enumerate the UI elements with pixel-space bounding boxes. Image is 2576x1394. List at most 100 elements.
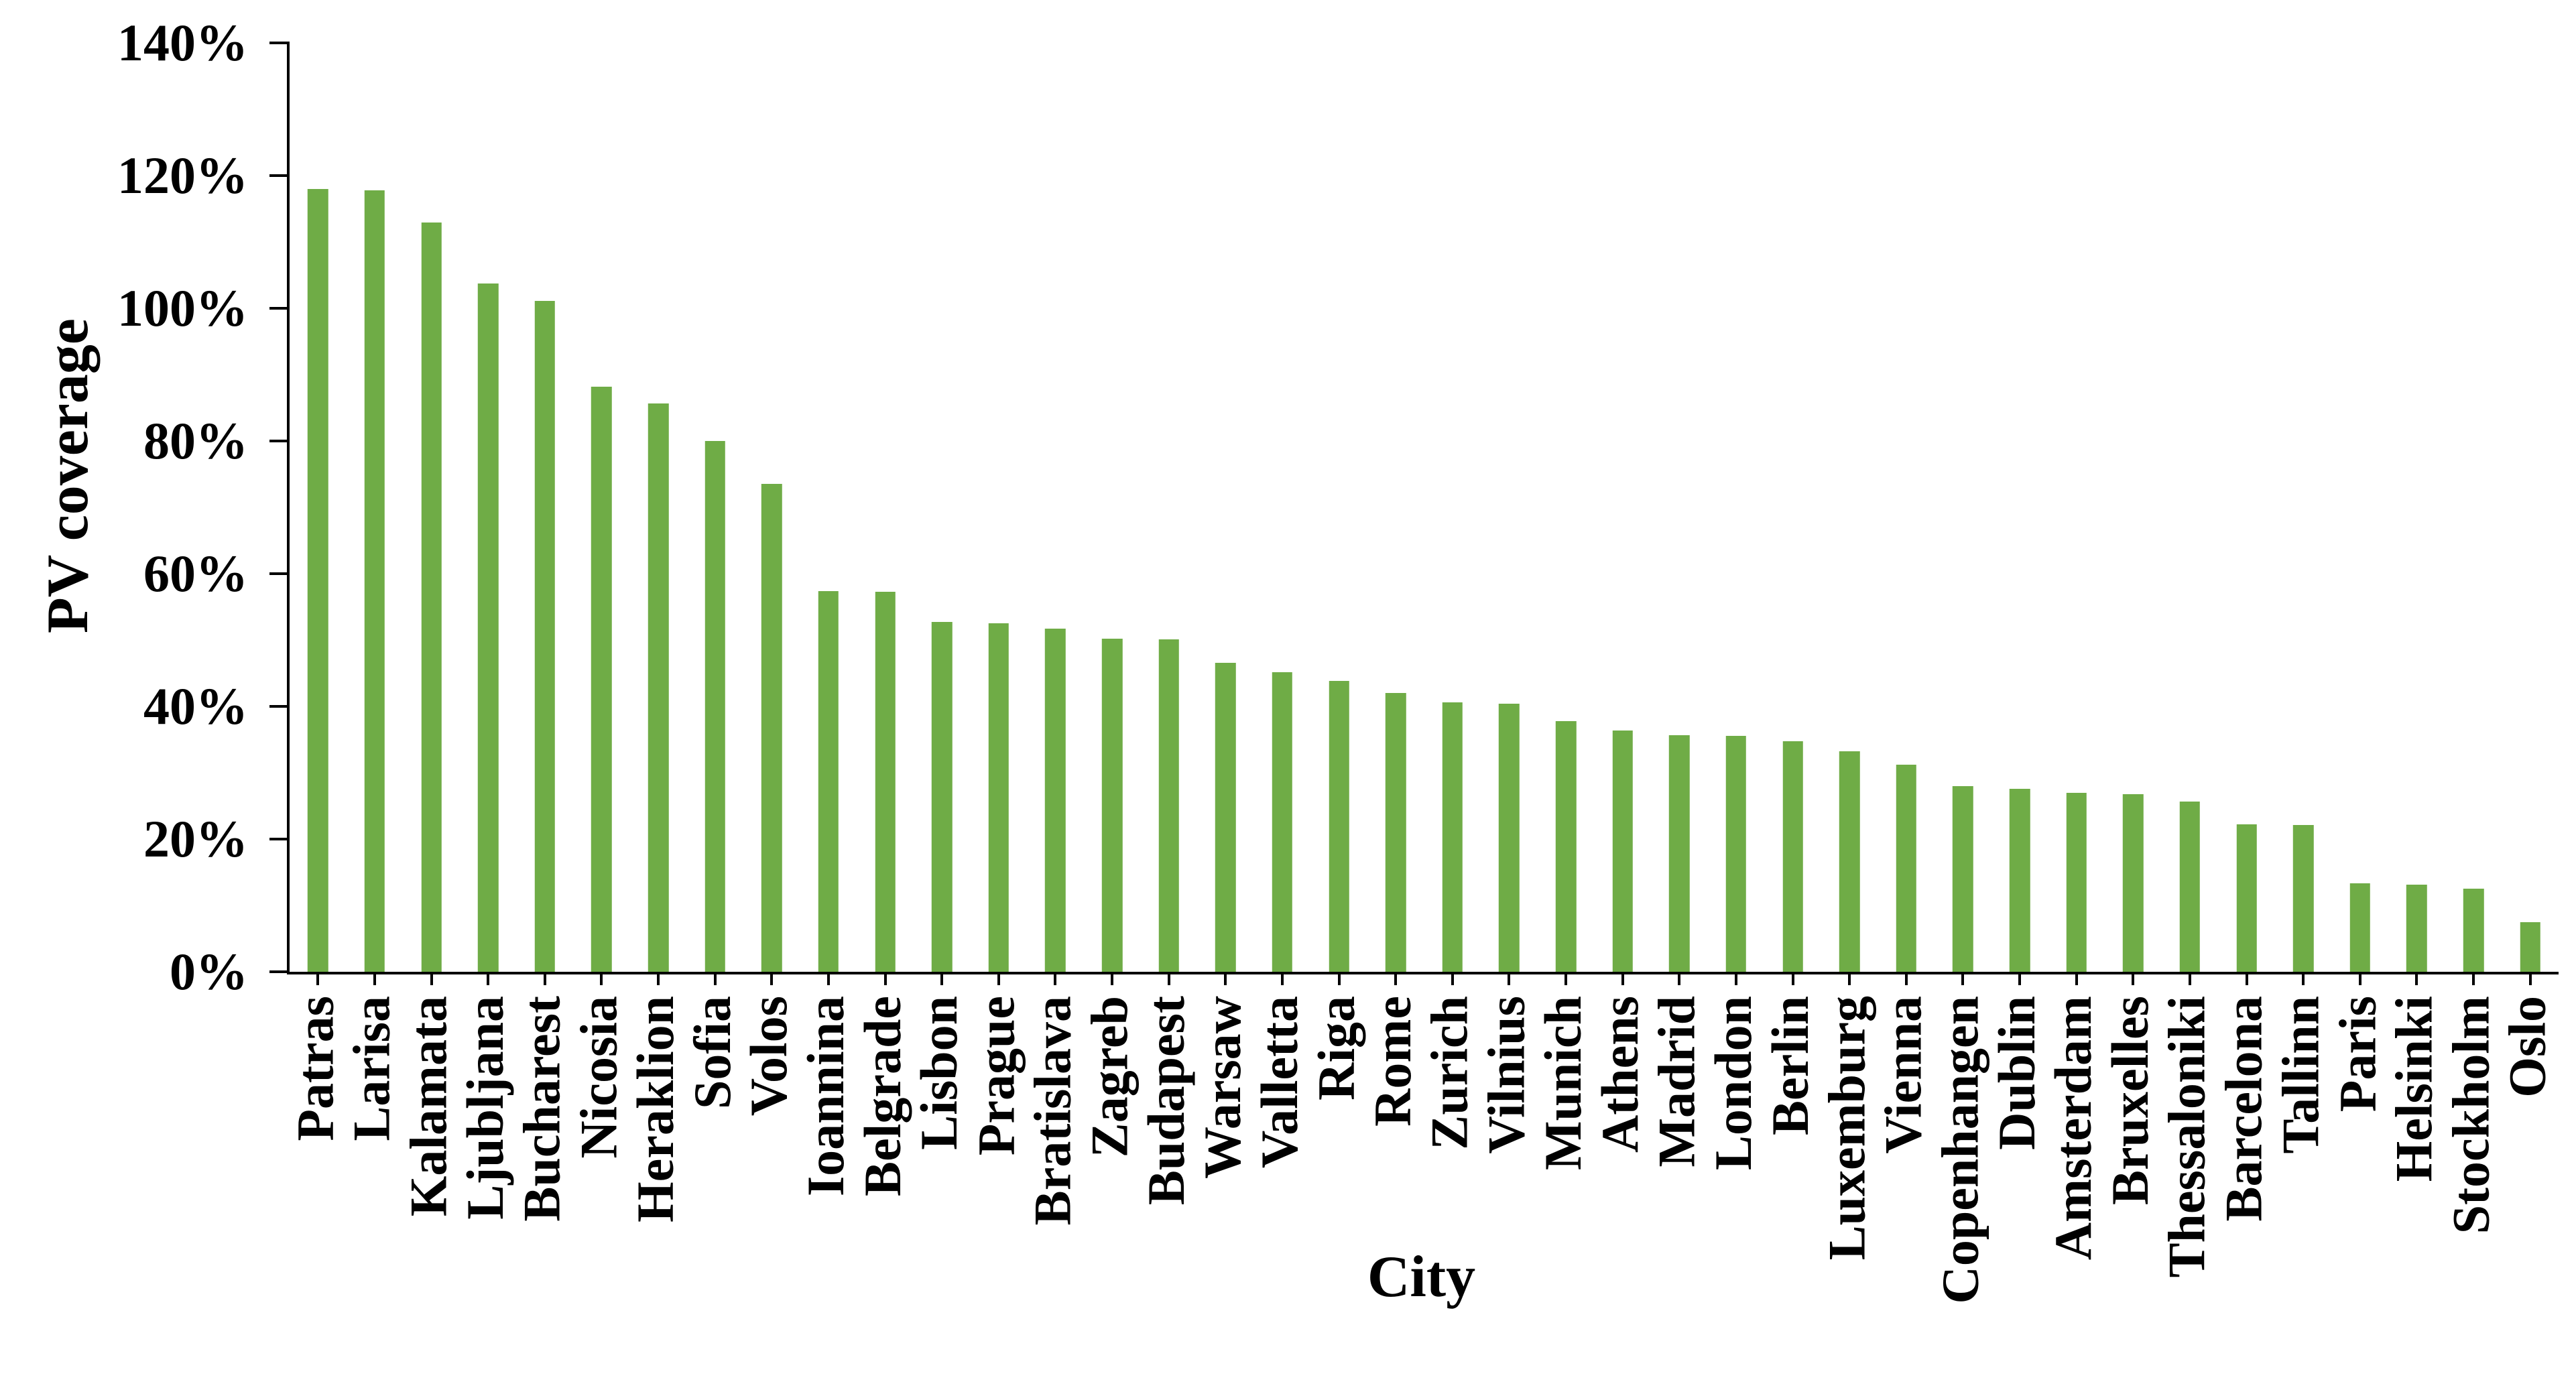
x-tick-label-london: London bbox=[1703, 996, 1762, 1171]
x-tick bbox=[2528, 974, 2532, 985]
bar-volos bbox=[761, 484, 782, 972]
x-tick bbox=[600, 974, 603, 985]
x-label-slot: Bratislava bbox=[1023, 996, 1081, 1371]
x-tick bbox=[770, 974, 774, 985]
bar-amsterdam bbox=[2066, 793, 2087, 972]
x-tick bbox=[1961, 974, 1965, 985]
bar-tallinn bbox=[2292, 824, 2314, 972]
x-axis-title: City bbox=[1367, 1245, 1476, 1310]
bar-slot-nicosia bbox=[573, 42, 630, 985]
bar-zurich bbox=[1442, 702, 1463, 972]
x-tick-label-belgrade: Belgrade bbox=[853, 996, 912, 1196]
y-tick bbox=[269, 705, 287, 708]
x-tick bbox=[2415, 974, 2418, 985]
y-tick-label: 120% bbox=[117, 146, 248, 204]
bar-ioannina bbox=[818, 590, 839, 972]
x-label-slot: Heraklion bbox=[626, 996, 684, 1371]
x-tick-label-warsaw: Warsaw bbox=[1193, 996, 1252, 1179]
x-label-slot: Warsaw bbox=[1193, 996, 1252, 1371]
x-tick-label-vilnius: Vilnius bbox=[1477, 996, 1536, 1154]
x-tick-label-amsterdam: Amsterdam bbox=[2044, 996, 2103, 1261]
bar-slot-patras bbox=[290, 42, 347, 985]
x-label-slot: Ljubljana bbox=[456, 996, 515, 1371]
bar-slot-berlin bbox=[1764, 42, 1821, 985]
bar-london bbox=[1725, 736, 1747, 972]
bar-barcelona bbox=[2236, 824, 2257, 972]
bar-madrid bbox=[1669, 735, 1690, 972]
x-label-slot: Belgrade bbox=[853, 996, 912, 1371]
bar-stockholm bbox=[2463, 889, 2484, 972]
bar-rome bbox=[1385, 692, 1406, 972]
bar-heraklion bbox=[648, 403, 669, 972]
bar-bucharest bbox=[534, 300, 556, 972]
bar-slot-belgrade bbox=[857, 42, 914, 985]
x-label-slot: Riga bbox=[1307, 996, 1365, 1371]
y-tick bbox=[269, 440, 287, 442]
bar-slot-vienna bbox=[1878, 42, 1935, 985]
x-axis-category-labels: Patras Larisa Kalamata Ljubljana Bucharest Ni… bbox=[286, 996, 2556, 1371]
bar-slot-paris bbox=[2332, 42, 2389, 985]
x-tick-label-ioannina: Ioannina bbox=[796, 996, 855, 1197]
x-tick bbox=[1111, 974, 1114, 985]
x-tick-label-munich: Munich bbox=[1534, 996, 1593, 1171]
x-tick-label-kalamata: Kalamata bbox=[399, 996, 458, 1217]
bar-paris bbox=[2349, 883, 2371, 972]
x-label-slot: Zurich bbox=[1420, 996, 1479, 1371]
bar-oslo bbox=[2520, 922, 2540, 972]
x-label-slot: Budapest bbox=[1137, 996, 1195, 1371]
x-tick bbox=[2075, 974, 2078, 985]
y-tick bbox=[269, 572, 287, 575]
x-tick-label-vienna: Vienna bbox=[1874, 996, 1933, 1154]
x-label-slot: Luxemburg bbox=[1817, 996, 1876, 1371]
x-tick-label-prague: Prague bbox=[966, 996, 1025, 1156]
x-label-slot: Vienna bbox=[1874, 996, 1933, 1371]
bar-slot-zurich bbox=[1424, 42, 1481, 985]
bar-belgrade bbox=[875, 591, 896, 972]
x-label-slot: Copenhangen bbox=[1930, 996, 1989, 1371]
bar-munich bbox=[1555, 721, 1577, 972]
bar-slot-kalamata bbox=[403, 42, 460, 985]
x-label-slot: Nicosia bbox=[569, 996, 627, 1371]
y-tick bbox=[269, 42, 287, 44]
x-tick bbox=[1394, 974, 1398, 985]
x-label-slot: Ioannina bbox=[796, 996, 855, 1371]
plot-area bbox=[287, 42, 2559, 985]
bar-slot-stockholm bbox=[2445, 42, 2502, 985]
x-tick-label-patras: Patras bbox=[286, 996, 345, 1141]
bar-nicosia bbox=[591, 386, 612, 972]
x-tick bbox=[316, 974, 320, 985]
bar-luxemburg bbox=[1839, 751, 1860, 972]
bar-slot-lisbon bbox=[914, 42, 971, 985]
x-tick-label-helsinki: Helsinki bbox=[2384, 996, 2443, 1182]
x-tick bbox=[940, 974, 944, 985]
x-tick bbox=[826, 974, 830, 985]
x-label-slot: Prague bbox=[966, 996, 1025, 1371]
x-label-slot: Volos bbox=[739, 996, 798, 1371]
bar-slot-larisa bbox=[347, 42, 404, 985]
x-tick-label-volos: Volos bbox=[739, 996, 798, 1117]
bar-thessaloniki bbox=[2179, 802, 2201, 972]
bar-slot-dublin bbox=[1991, 42, 2048, 985]
bar-budapest bbox=[1158, 639, 1179, 972]
x-tick bbox=[1734, 974, 1737, 985]
x-label-slot: Dublin bbox=[1987, 996, 2046, 1371]
bar-patras bbox=[308, 189, 328, 972]
bar-slot-oslo bbox=[2502, 42, 2559, 985]
x-tick-label-ljubljana: Ljubljana bbox=[456, 996, 515, 1220]
x-label-slot: Stockholm bbox=[2441, 996, 2500, 1371]
x-tick bbox=[1904, 974, 1908, 985]
bar-slot-amsterdam bbox=[2048, 42, 2105, 985]
x-label-slot: London bbox=[1703, 996, 1762, 1371]
x-tick-label-stockholm: Stockholm bbox=[2441, 996, 2500, 1234]
bar-riga bbox=[1329, 680, 1349, 972]
y-tick-label: 140% bbox=[117, 13, 248, 72]
x-tick bbox=[2472, 974, 2475, 985]
x-tick-label-rome: Rome bbox=[1363, 996, 1422, 1127]
x-label-slot: Munich bbox=[1534, 996, 1593, 1371]
bar-slot-ioannina bbox=[800, 42, 857, 985]
x-tick bbox=[1508, 974, 1511, 985]
bar-sofia bbox=[704, 440, 725, 972]
y-tick-label: 0% bbox=[170, 942, 248, 1001]
x-label-slot: Amsterdam bbox=[2044, 996, 2103, 1371]
x-label-slot: Zagreb bbox=[1080, 996, 1138, 1371]
